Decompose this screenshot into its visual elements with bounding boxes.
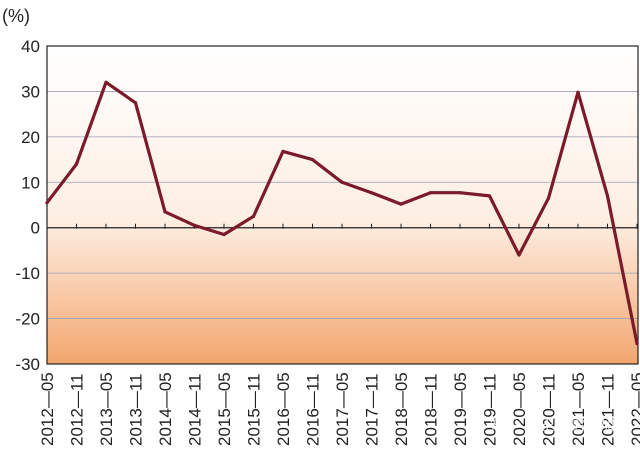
x-tick-label: 2017—11: [363, 374, 382, 446]
x-tick-label: 2021—11: [599, 374, 618, 446]
y-tick-label: -10: [15, 264, 40, 283]
x-tick-label: 2021—05: [569, 372, 588, 446]
data-point: [517, 253, 521, 257]
x-tick-label: 2014—05: [156, 372, 175, 446]
y-tick-label: 0: [31, 219, 40, 238]
data-point: [251, 214, 256, 218]
data-point: [163, 210, 167, 214]
data-point: [104, 80, 108, 84]
data-point: [45, 201, 49, 205]
x-tick-label: 2016—05: [274, 372, 293, 446]
y-tick-label: 40: [21, 37, 40, 56]
y-tick-label: -20: [15, 310, 40, 329]
data-point: [310, 157, 315, 162]
x-tick-label: 2013—11: [127, 374, 146, 446]
x-tick-label: 2012—11: [68, 374, 87, 446]
x-tick-label: 2016—11: [304, 374, 323, 446]
x-tick-label: 2020—11: [540, 374, 559, 446]
data-point: [340, 180, 344, 184]
plot-frame: [46, 45, 639, 365]
x-tick-label: 2018—05: [392, 372, 411, 446]
series-layer: [45, 80, 639, 346]
data-point: [281, 149, 285, 153]
data-point: [74, 162, 79, 166]
data-point: [487, 194, 492, 198]
x-tick-label: 2014—11: [186, 374, 205, 446]
data-point: [369, 191, 374, 195]
x-tick-label: 2022—05: [628, 372, 640, 446]
x-tick-label: 2015—11: [245, 374, 264, 446]
data-point: [576, 90, 580, 94]
watermark: 知乎 @王霑霑要加油: [490, 416, 630, 434]
x-tick-label: 2020—05: [510, 372, 529, 446]
y-tick-label: -30: [15, 355, 40, 374]
x-tick-label: 2018—11: [422, 374, 441, 446]
x-tick-label: 2012—05: [38, 372, 57, 446]
x-tick-labels: 2012—05 2012—11 2013—05 2013—11 2014—05 2014—…: [38, 372, 640, 446]
data-point: [546, 196, 551, 200]
plot-background: [47, 46, 638, 364]
y-axis-label: (%): [2, 6, 30, 26]
x-tick-label: 2017—05: [333, 372, 352, 446]
x-tick-label: 2015—05: [215, 372, 234, 446]
data-point: [399, 202, 403, 206]
data-point: [605, 194, 610, 198]
data-point: [635, 341, 639, 346]
y-tick-label: 10: [21, 173, 40, 192]
data-point: [428, 191, 433, 195]
data-point: [133, 101, 138, 105]
y-tick-label: 20: [21, 128, 40, 147]
y-tick-labels: 40 30 20 10 0 -10 -20 -30: [15, 37, 40, 374]
x-tick-label: 2019—05: [451, 372, 470, 446]
x-tick-label: 2019—11: [481, 374, 500, 446]
y-tick-label: 30: [21, 82, 40, 101]
data-point: [458, 191, 462, 195]
data-point: [192, 223, 197, 228]
x-tick-label: 2013—05: [97, 372, 116, 446]
data-point: [222, 232, 226, 237]
x-tick-marks: [46, 223, 638, 229]
